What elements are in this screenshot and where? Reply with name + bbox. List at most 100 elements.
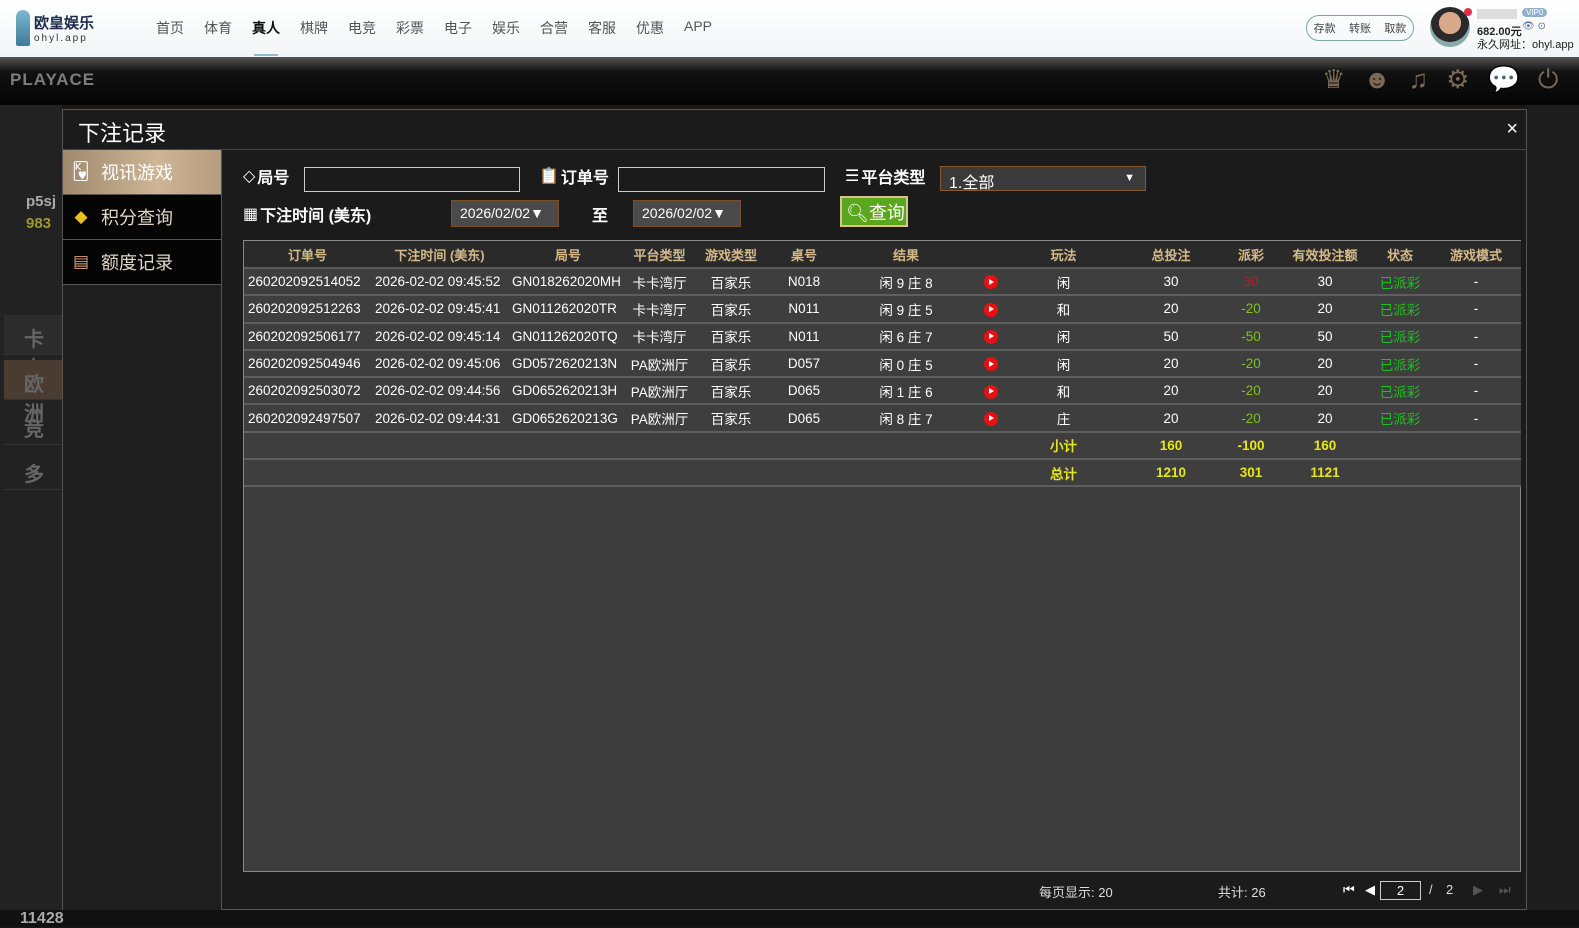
last-page-icon[interactable]: ⏭ [1499, 882, 1511, 897]
site-logo[interactable]: 欧皇娱乐 ohyl.app [16, 10, 94, 46]
play-replay-icon[interactable] [983, 329, 998, 344]
platform: 卡卡湾厅 [628, 295, 691, 324]
nav-item[interactable]: 真人 [252, 20, 280, 56]
nav-item[interactable]: 电子 [444, 20, 472, 36]
result: 闲 0 庄 5 [837, 349, 975, 379]
withdraw-button[interactable]: 取款 [1384, 23, 1407, 35]
platform-select[interactable]: 1.全部 ▼ [940, 166, 1146, 192]
column-header: 状态 [1369, 241, 1431, 269]
nav-item[interactable]: APP [684, 18, 713, 34]
column-header: 桌号 [771, 241, 837, 269]
label-text: 订单号 [560, 170, 609, 187]
date-to[interactable]: 2026/02/02▼ [633, 200, 741, 227]
sidebar-item-video-games[interactable]: 🂾 视讯游戏 [63, 150, 221, 195]
page-input[interactable] [1380, 881, 1421, 900]
music-icon[interactable]: ♫ [1408, 64, 1429, 94]
nav-item[interactable]: 棋牌 [300, 20, 328, 36]
refresh-icon[interactable]: ⊙ [1537, 21, 1546, 32]
empty-cell [1431, 431, 1521, 461]
sidebar-item-credit[interactable]: ▤ 额度记录 [63, 240, 221, 285]
order-id: 260202092506177 [244, 322, 371, 351]
sidebar-label: 积分查询 [101, 208, 173, 228]
nav-item[interactable]: 电竞 [348, 20, 376, 36]
column-header: 订单号 [244, 241, 371, 269]
column-header: 总投注 [1121, 241, 1221, 269]
play-replay-icon[interactable] [983, 357, 998, 372]
table-id: N018 [771, 268, 837, 297]
valid-bet: 20 [1281, 377, 1369, 406]
result: 闲 1 庄 6 [837, 377, 975, 406]
support-icon[interactable]: ☻ [1363, 64, 1391, 94]
result: 闲 6 庄 7 [837, 322, 975, 351]
game-type: 百家乐 [691, 404, 771, 433]
date-from[interactable]: 2026/02/02▼ [451, 200, 559, 227]
payout: -50 [1221, 322, 1281, 351]
query-button[interactable]: 🔍︎查询 [840, 196, 908, 227]
close-button[interactable]: × [1506, 118, 1518, 140]
payout: -20 [1221, 377, 1281, 406]
sidebar-label: 视讯游戏 [101, 163, 173, 183]
power-icon[interactable]: ⏻ [1537, 64, 1559, 94]
valid-bet: 20 [1281, 295, 1369, 324]
bet-time: 2026-02-02 09:44:31 [371, 404, 508, 433]
nav-item[interactable]: 客服 [588, 20, 616, 36]
deposit-button[interactable]: 存款 [1313, 23, 1336, 35]
brand-domain: ohyl.app [34, 33, 88, 44]
to-label: 至 [592, 208, 609, 225]
play-replay-icon[interactable] [983, 384, 998, 399]
nav-item[interactable]: 娱乐 [492, 20, 520, 36]
total-label: 总计 [1006, 459, 1121, 488]
table-row: 260202092506177 2026-02-02 09:45:14 GN0112… [244, 322, 1521, 351]
empty-cell [371, 459, 508, 488]
site-header: 欧皇娱乐 ohyl.app 首页 体育 真人 棋牌 电竞 彩票 电子 娱乐 合营 客服 优惠 APP 存… [0, 0, 1579, 57]
modal-title: 下注记录 [63, 110, 1526, 150]
play-replay-icon[interactable] [983, 302, 998, 317]
table-id: N011 [771, 322, 837, 351]
next-page-icon[interactable]: ▶ [1473, 882, 1483, 897]
order-label: 📋 订单号 [539, 164, 609, 188]
bg-bottom: 11428 [0, 910, 1579, 927]
column-header: 结果 [837, 241, 975, 269]
list-icon: ☰ [845, 168, 860, 185]
nav-item[interactable]: 彩票 [396, 20, 424, 36]
bet-type: 和 [1006, 377, 1121, 406]
play-replay-icon[interactable] [983, 411, 998, 426]
empty-cell [1369, 459, 1431, 488]
sidebar-item-points[interactable]: ◆ 积分查询 [63, 195, 221, 240]
nav-item[interactable]: 合营 [540, 20, 568, 36]
first-page-icon[interactable]: ⏮ [1343, 882, 1355, 897]
table-row: 260202092497507 2026-02-02 09:44:31 GD0652… [244, 404, 1521, 433]
nav-item[interactable]: 首页 [156, 20, 184, 36]
calendar-icon: ▦ [243, 206, 259, 223]
valid-bet: 50 [1281, 322, 1369, 351]
gear-icon[interactable]: ⚙ [1446, 64, 1470, 94]
transfer-button[interactable]: 转账 [1348, 23, 1371, 35]
per-page: 每页显示: 20 [1039, 885, 1113, 900]
clipboard-icon: 📋 [539, 168, 559, 185]
game-type: 百家乐 [691, 322, 771, 351]
subtotal-label: 小计 [1006, 431, 1121, 461]
table-row: 260202092503072 2026-02-02 09:44:56 GD0652… [244, 377, 1521, 406]
bet-time: 2026-02-02 09:44:56 [371, 377, 508, 406]
subtotal-valid: 160 [1281, 431, 1369, 461]
play-replay-icon[interactable] [983, 275, 998, 290]
empty-cell [628, 459, 691, 488]
time-label: ▦ 下注时间 (美东) [243, 202, 371, 226]
chat-icon[interactable]: 💬 [1487, 64, 1520, 94]
nav-item[interactable]: 优惠 [636, 20, 664, 36]
nav-item[interactable]: 体育 [204, 20, 232, 36]
round-input[interactable] [304, 167, 520, 192]
bg-user: p5sj [26, 193, 57, 210]
vip-icon[interactable]: ♛ [1322, 64, 1346, 94]
empty-cell [771, 459, 837, 488]
column-header: 局号 [508, 241, 628, 269]
game-mode: - [1431, 322, 1521, 351]
cards-icon: 🂾 [72, 162, 90, 181]
avatar[interactable] [1430, 7, 1470, 47]
order-input[interactable] [618, 167, 825, 192]
prev-page-icon[interactable]: ◀ [1365, 882, 1375, 897]
brand-name: 欧皇娱乐 [34, 15, 95, 32]
total-valid: 1121 [1281, 459, 1369, 488]
eye-icon[interactable]: 👁 [1522, 21, 1535, 32]
round-label: ◇ 局号 [243, 164, 289, 188]
